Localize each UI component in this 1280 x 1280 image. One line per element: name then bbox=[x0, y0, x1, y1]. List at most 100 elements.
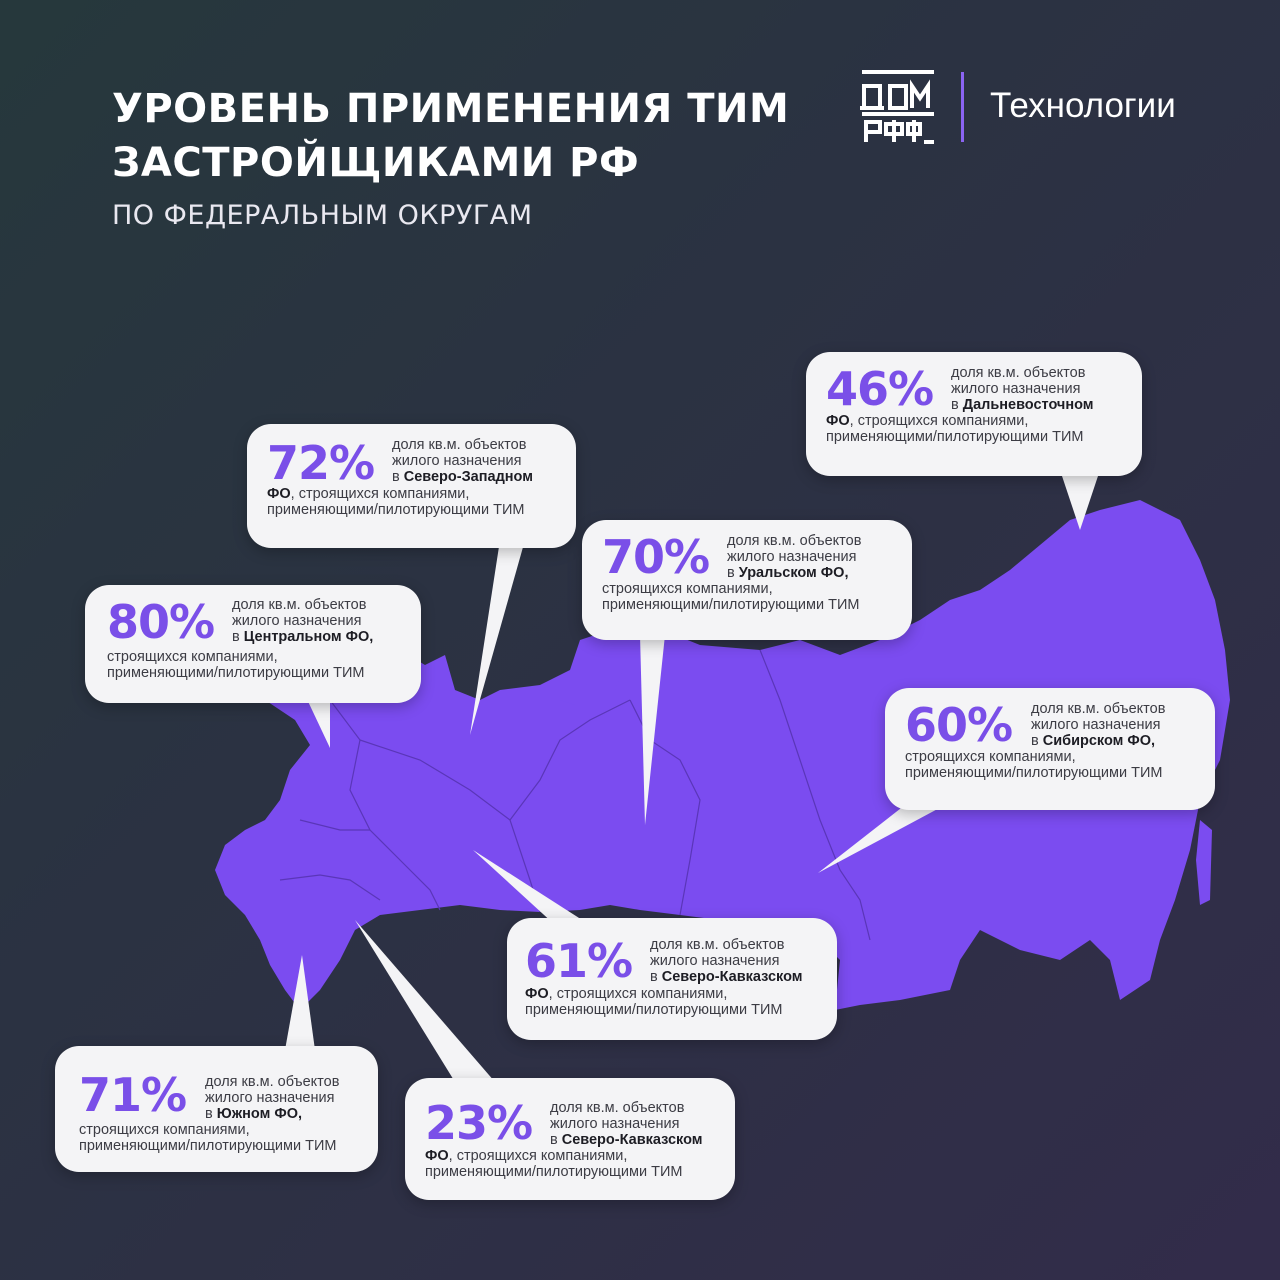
line-b: жилого назначения bbox=[650, 953, 780, 969]
desc-tail-siberia: строящихся компаниями, применяющими/пило… bbox=[905, 749, 1162, 781]
russia-map-shape bbox=[215, 500, 1230, 1010]
callout-pointers bbox=[285, 470, 1100, 1082]
tail-line-1: ФО, строящихся компаниями, bbox=[826, 413, 1083, 429]
tail-2: применяющими/пилотирующими ТИМ bbox=[107, 665, 365, 681]
desc-tail-fareast: ФО, строящихся компаниями, применяющими/… bbox=[826, 413, 1083, 445]
fo-label: ФО bbox=[826, 413, 850, 429]
desc-tail-ncauc-1: ФО, строящихся компаниями, применяющими/… bbox=[525, 986, 782, 1018]
tail-1: строящихся компаниями, bbox=[79, 1122, 250, 1138]
desc-tail-central: строящихся компаниями, применяющими/пило… bbox=[107, 649, 364, 681]
tail-2: применяющими/пилотирующими ТИМ bbox=[267, 502, 525, 518]
pointer-ural bbox=[640, 635, 665, 825]
novaya-zemlya-island bbox=[560, 630, 610, 705]
desc-northwest: доля кв.м. объектов жилого назначения в … bbox=[392, 437, 533, 485]
prep: в bbox=[727, 565, 735, 581]
line-a: доля кв.м. объектов bbox=[550, 1100, 685, 1116]
desc-tail-ncauc-2: ФО, строящихся компаниями, применяющими/… bbox=[425, 1148, 682, 1180]
district-name: Южном ФО, bbox=[216, 1106, 303, 1122]
line-district: в Северо-Западном bbox=[392, 469, 533, 485]
tail-line-1: ФО, строящихся компаниями, bbox=[525, 986, 782, 1002]
line-a: доля кв.м. объектов bbox=[205, 1074, 340, 1090]
percent-fareast: 46% bbox=[826, 362, 934, 416]
desc-fareast: доля кв.м. объектов жилого назначения в … bbox=[951, 365, 1094, 413]
tail-1: , строящихся компаниями, bbox=[548, 986, 728, 1002]
desc-tail-south: строящихся компаниями, применяющими/пило… bbox=[79, 1122, 336, 1154]
district-name: Северо-Кавказском bbox=[661, 969, 803, 985]
line-district: в Сибирском ФО, bbox=[1031, 733, 1165, 749]
percent-siberia: 60% bbox=[905, 698, 1013, 752]
card-siberia: 60% доля кв.м. объектов жилого назначени… bbox=[885, 688, 1215, 810]
prep: в bbox=[1031, 733, 1039, 749]
line-district: в Северо-Кавказском bbox=[550, 1132, 702, 1148]
title-line-2: ЗАСТРОЙЩИКАМИ РФ bbox=[112, 140, 640, 186]
card-south: 71% доля кв.м. объектов жилого назначени… bbox=[55, 1046, 378, 1172]
title-line-1: УРОВЕНЬ ПРИМЕНЕНИЯ ТИМ bbox=[112, 86, 790, 132]
prep: в bbox=[205, 1106, 213, 1122]
pointer-central bbox=[305, 695, 330, 748]
tail-1: строящихся компаниями, bbox=[602, 581, 773, 597]
district-name: Северо-Кавказском bbox=[561, 1132, 703, 1148]
line-district: в Северо-Кавказском bbox=[650, 969, 802, 985]
card-ncauc-2: 23% доля кв.м. объектов жилого назначени… bbox=[405, 1078, 735, 1200]
line-b: жилого назначения bbox=[727, 549, 857, 565]
tail-2: применяющими/пилотирующими ТИМ bbox=[826, 429, 1084, 445]
dom-rf-logo-icon bbox=[860, 70, 934, 144]
tail-2: применяющими/пилотирующими ТИМ bbox=[525, 1002, 783, 1018]
prep: в bbox=[550, 1132, 558, 1148]
pointer-ncauc-1 bbox=[473, 850, 590, 925]
percent-ncauc-1: 61% bbox=[525, 934, 633, 988]
line-a: доля кв.м. объектов bbox=[1031, 701, 1166, 717]
line-b: жилого назначения bbox=[550, 1116, 680, 1132]
desc-tail-ural: строящихся компаниями, применяющими/пило… bbox=[602, 581, 859, 613]
line-a: доля кв.м. объектов bbox=[232, 597, 367, 613]
sakhalin-island bbox=[1196, 820, 1212, 905]
pointer-fareast bbox=[1060, 470, 1100, 530]
district-name: Центральном ФО, bbox=[243, 629, 374, 645]
prep: в bbox=[232, 629, 240, 645]
tail-1: строящихся компаниями, bbox=[107, 649, 278, 665]
percent-northwest: 72% bbox=[267, 436, 375, 490]
pointer-ncauc-2 bbox=[355, 920, 495, 1082]
line-b: жилого назначения bbox=[205, 1090, 335, 1106]
tail-2: применяющими/пилотирующими ТИМ bbox=[79, 1138, 337, 1154]
tail-line-1: ФО, строящихся компаниями, bbox=[267, 486, 524, 502]
district-name: Дальневосточном bbox=[962, 397, 1094, 413]
desc-tail-northwest: ФО, строящихся компаниями, применяющими/… bbox=[267, 486, 524, 518]
yamal-peninsula bbox=[585, 625, 630, 690]
logo-divider bbox=[961, 72, 964, 142]
tail-1: строящихся компаниями, bbox=[905, 749, 1076, 765]
tail-2: применяющими/пилотирующими ТИМ bbox=[425, 1164, 683, 1180]
prep: в bbox=[951, 397, 959, 413]
line-b: жилого назначения bbox=[392, 453, 522, 469]
card-central: 80% доля кв.м. объектов жилого назначени… bbox=[85, 585, 421, 703]
pointer-siberia bbox=[818, 805, 945, 873]
card-ural: 70% доля кв.м. объектов жилого назначени… bbox=[582, 520, 912, 640]
line-a: доля кв.м. объектов bbox=[951, 365, 1086, 381]
desc-ncauc-2: доля кв.м. объектов жилого назначения в … bbox=[550, 1100, 702, 1148]
tail-1: , строящихся компаниями, bbox=[448, 1148, 628, 1164]
district-name: Северо-Западном bbox=[403, 469, 533, 485]
page-subtitle: ПО ФЕДЕРАЛЬНЫМ ОКРУГАМ bbox=[112, 200, 533, 231]
fo-label: ФО bbox=[267, 486, 291, 502]
line-district: в Уральском ФО, bbox=[727, 565, 861, 581]
fo-label: ФО bbox=[525, 986, 549, 1002]
fo-label: ФО bbox=[425, 1148, 449, 1164]
district-name: Сибирском ФО, bbox=[1042, 733, 1156, 749]
percent-ural: 70% bbox=[602, 530, 710, 584]
desc-south: доля кв.м. объектов жилого назначения в … bbox=[205, 1074, 339, 1122]
line-district: в Центральном ФО, bbox=[232, 629, 373, 645]
card-fareast: 46% доля кв.м. объектов жилого назначени… bbox=[806, 352, 1142, 476]
percent-ncauc-2: 23% bbox=[425, 1096, 533, 1150]
pointer-northwest bbox=[470, 540, 525, 735]
prep: в bbox=[650, 969, 658, 985]
line-district: в Дальневосточном bbox=[951, 397, 1094, 413]
tail-1: , строящихся компаниями, bbox=[290, 486, 470, 502]
district-name: Уральском ФО, bbox=[738, 565, 849, 581]
line-a: доля кв.м. объектов bbox=[727, 533, 862, 549]
card-northwest: 72% доля кв.м. объектов жилого назначени… bbox=[247, 424, 576, 548]
brand-label: Технологии bbox=[990, 86, 1176, 125]
line-b: жилого назначения bbox=[1031, 717, 1161, 733]
line-b: жилого назначения bbox=[951, 381, 1081, 397]
prep: в bbox=[392, 469, 400, 485]
